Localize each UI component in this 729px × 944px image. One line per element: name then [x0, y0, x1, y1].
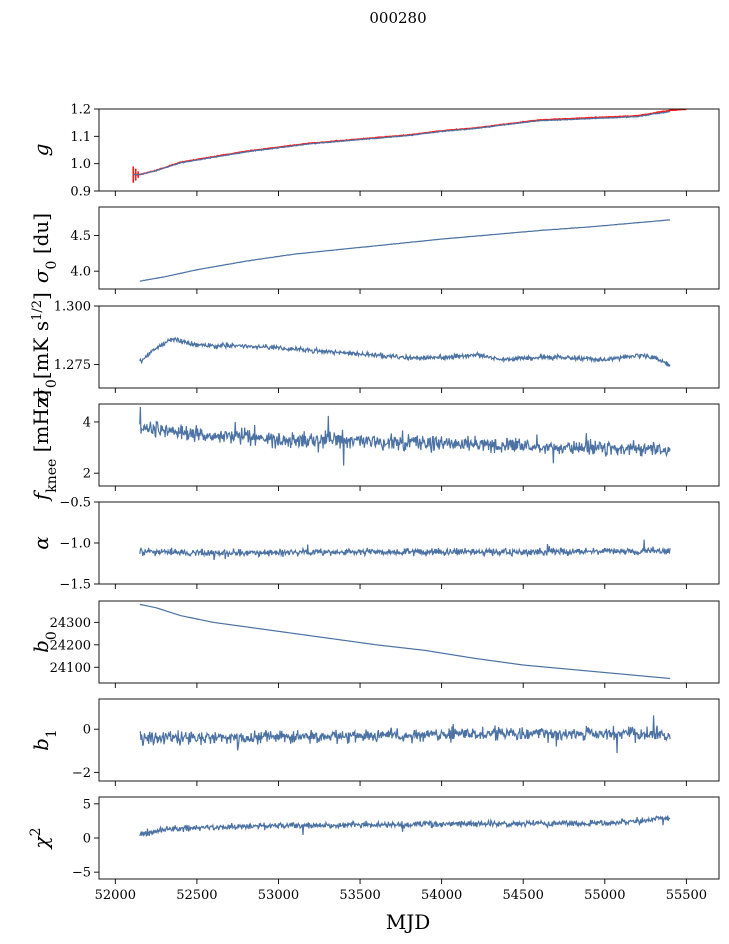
- y-tick-label: 1.300: [54, 300, 91, 315]
- panel-6-series-data: [139, 603, 671, 680]
- panel-3-y-label: σ0[mK s1/2]: [29, 292, 60, 402]
- panel-1-y-label: g: [29, 144, 53, 157]
- panel-6-y-label: b0: [29, 631, 60, 653]
- y-tick-label: 0.9: [70, 185, 91, 200]
- panel-5-series-data: [139, 539, 671, 561]
- panel-2: 4.0 4.5 σ0 [du]: [29, 206, 720, 294]
- panel-6-axes-frame: [98, 600, 720, 684]
- panel-4-axes-frame: [98, 403, 720, 487]
- panel-8-axes-frame: [98, 796, 720, 880]
- panel-7-series-data: [139, 715, 671, 754]
- panel-8: −5 0 5 52000 52500 53000 53500 54000 54500 55000 5…: [28, 796, 720, 903]
- panel-4: 2 4 fknee [mHz]: [29, 390, 720, 502]
- panel-1-series-fit: [132, 108, 687, 176]
- y-tick-label: 5: [83, 797, 91, 812]
- y-tick-label: 4.0: [70, 265, 91, 280]
- panel-1-series-data: [133, 111, 671, 176]
- y-tick-label: −2: [72, 766, 91, 781]
- panel-8-series-data: [139, 815, 671, 837]
- panel-7-y-label: b1: [29, 729, 60, 751]
- x-axis-label: MJD: [386, 910, 431, 934]
- x-tick-label: 54000: [421, 888, 462, 903]
- y-tick-label: 1.1: [70, 130, 91, 145]
- x-tick-label: 55500: [666, 888, 707, 903]
- panel-7: −2 0 b1: [29, 698, 720, 786]
- x-tick-label: 54500: [503, 888, 544, 903]
- panel-7-axes-frame: [98, 698, 720, 782]
- x-tick-label: 53500: [339, 888, 380, 903]
- panel-4-series-data: [139, 407, 671, 466]
- y-tick-label: 4: [83, 415, 91, 430]
- panel-2-axes-frame: [98, 206, 720, 290]
- y-tick-label: 24100: [50, 661, 91, 676]
- x-tick-label: 53000: [258, 888, 299, 903]
- y-tick-label: −0.5: [59, 496, 91, 511]
- y-tick-label: 1.0: [70, 157, 91, 172]
- panel-1: 0.9 1.0 1.1 1.2 g: [29, 103, 720, 200]
- x-tick-label: 55000: [584, 888, 625, 903]
- panel-8-y-label: χ2: [28, 827, 53, 850]
- panel-4-y-label: fknee [mHz]: [29, 390, 60, 502]
- y-tick-label: 4.5: [70, 229, 91, 244]
- panel-2-series-data: [139, 219, 671, 282]
- y-tick-label: 24200: [50, 638, 91, 653]
- y-tick-label: 24300: [50, 616, 91, 631]
- y-tick-label: 1.2: [70, 103, 91, 118]
- figure-title: 000280: [369, 9, 426, 27]
- panel-5-axes-frame: [98, 501, 720, 585]
- y-tick-label: 2: [83, 467, 91, 482]
- y-tick-label: −1.5: [59, 578, 91, 593]
- panel-3-series-data: [139, 336, 671, 368]
- y-tick-label: 1.275: [54, 358, 91, 373]
- panel-2-y-label: σ0 [du]: [29, 213, 60, 283]
- x-tick-label: 52000: [95, 888, 136, 903]
- panel-3-axes-frame: [98, 305, 720, 389]
- panel-1-axes-frame: [98, 108, 720, 192]
- y-tick-label: −1.0: [59, 537, 91, 552]
- y-tick-label: 0: [83, 723, 91, 738]
- panels: 0.9 1.0 1.1 1.2 g 4.0 4.5 σ0 [du] 1.275 1.300σ0[m…: [28, 103, 720, 903]
- y-tick-label: 0: [83, 832, 91, 847]
- x-tick-label: 52500: [176, 888, 217, 903]
- panel-5-y-label: α: [29, 536, 53, 550]
- panel-5: −1.5 −1.0 −0.5 α: [29, 496, 720, 593]
- y-tick-label: −5: [72, 866, 91, 881]
